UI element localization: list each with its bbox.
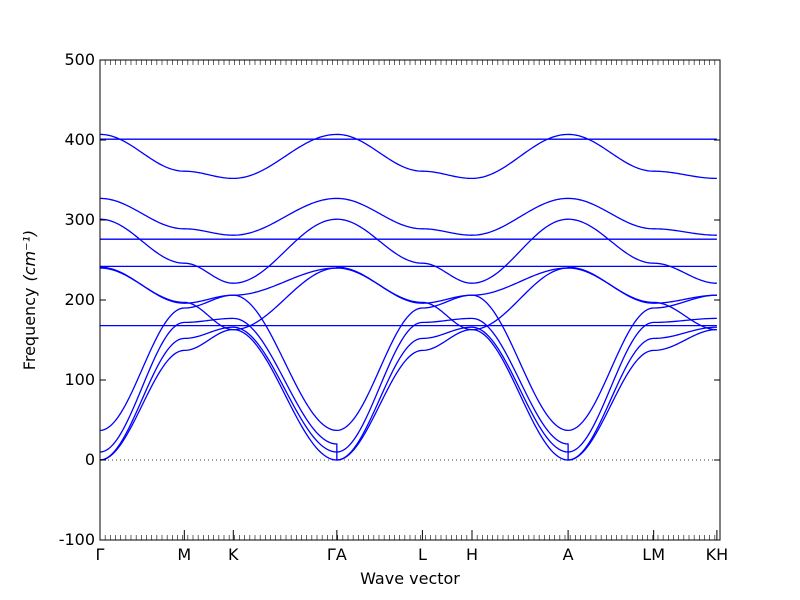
y-tick-label: 300 (64, 210, 95, 229)
x-tick-label: LM (642, 545, 665, 564)
band-branch-BK (99, 197, 717, 236)
y-axis-label: Frequency (cm⁻¹) (20, 230, 39, 370)
x-tick-label: K (228, 545, 239, 564)
band-branch-BF (99, 267, 717, 331)
plot-frame (99, 59, 721, 541)
y-tick-label: 100 (64, 370, 95, 389)
x-tick-label: ΓA (327, 545, 347, 564)
x-tick-label: Γ (96, 545, 105, 564)
y-tick-label: 0 (85, 450, 95, 469)
y-tick-label: 400 (64, 130, 95, 149)
x-tick-label: A (563, 545, 574, 564)
y-tick-label: 200 (64, 290, 95, 309)
band-branch-BB (99, 328, 717, 461)
band-branch-BM (99, 133, 717, 180)
y-axis-label-unit: (cm⁻¹) (20, 230, 39, 282)
y-tick-label: 500 (64, 50, 95, 69)
band-branch-BJ (99, 218, 717, 284)
plot-area (99, 133, 720, 461)
band-branch-BC (99, 317, 717, 453)
x-tick-label: M (177, 545, 191, 564)
y-tick-label: -100 (59, 530, 95, 549)
x-tick-label: L (418, 545, 427, 564)
x-tick-label: H (466, 545, 478, 564)
band-branch-BD (99, 294, 717, 432)
band-branch-BA (99, 326, 717, 461)
x-tick-label: KH (706, 545, 729, 564)
x-axis-label: Wave vector (360, 569, 460, 588)
band-branch-BG (99, 266, 717, 304)
y-axis: -100 0 100 200 300 400 500 (59, 50, 720, 549)
y-axis-label-text: Frequency (20, 288, 39, 371)
